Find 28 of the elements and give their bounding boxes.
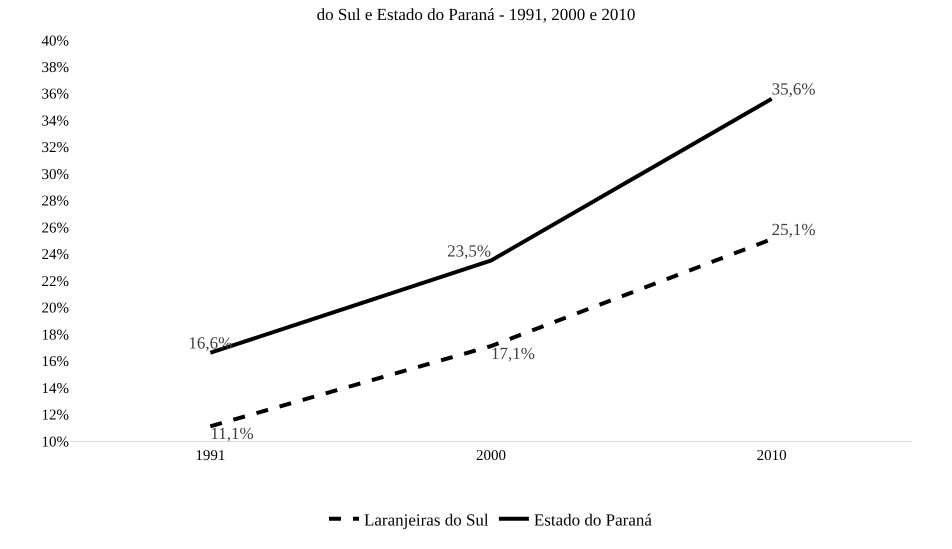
y-tick-label: 14% (42, 380, 69, 397)
y-tick-label: 28% (42, 194, 69, 210)
y-tick-label: 16% (42, 354, 69, 370)
data-label: 23,5% (447, 241, 491, 260)
y-tick-label: 40% (42, 33, 69, 50)
data-label: 11,1% (210, 424, 254, 444)
y-tick-label: 12% (42, 408, 69, 424)
x-tick-label: 2010 (756, 448, 787, 464)
chart-title: do Sul e Estado do Paraná - 1991, 2000 e 2010 (316, 5, 636, 24)
y-tick-label: 10% (42, 434, 69, 450)
y-tick-label: 32% (42, 140, 69, 156)
y-tick-label: 30% (42, 166, 69, 183)
y-tick-label: 26% (42, 220, 69, 236)
y-tick-label: 24% (42, 247, 69, 264)
x-tick-label: 2000 (476, 448, 506, 464)
y-tick-label: 34% (42, 113, 69, 130)
legend-label: Estado do Paraná (534, 510, 652, 530)
y-tick-label: 18% (42, 327, 69, 344)
data-label: 16,6% (188, 334, 232, 353)
data-label: 25,1% (772, 220, 816, 239)
y-tick-label: 36% (42, 86, 69, 103)
y-tick-label: 22% (42, 274, 69, 290)
data-label: 35,6% (772, 80, 816, 99)
x-tick-label: 1991 (195, 448, 226, 464)
legend-label: Laranjeiras do Sul (364, 510, 489, 530)
y-tick-label: 38% (42, 60, 69, 76)
data-label: 17,1% (491, 344, 535, 363)
y-tick-label: 20% (42, 300, 69, 317)
